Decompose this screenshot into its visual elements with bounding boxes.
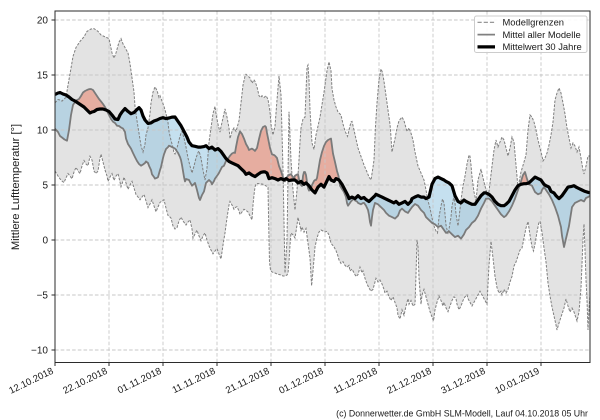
svg-text:−10: −10 xyxy=(31,346,48,357)
svg-text:Mittelwert 30 Jahre: Mittelwert 30 Jahre xyxy=(503,41,582,52)
svg-text:−5: −5 xyxy=(37,291,49,302)
svg-text:Modellgrenzen: Modellgrenzen xyxy=(503,17,565,28)
svg-text:5: 5 xyxy=(42,181,48,192)
svg-text:0: 0 xyxy=(42,236,48,247)
svg-text:Mittlere Lufttemperatur [°]: Mittlere Lufttemperatur [°] xyxy=(10,124,22,250)
svg-text:10: 10 xyxy=(37,126,49,137)
svg-text:Mittel aller Modelle: Mittel aller Modelle xyxy=(503,29,581,40)
svg-text:20: 20 xyxy=(37,16,49,27)
svg-text:(c) Donnerwetter.de GmbH SLM-M: (c) Donnerwetter.de GmbH SLM-Modell, Lau… xyxy=(336,409,588,419)
svg-text:15: 15 xyxy=(37,71,49,82)
